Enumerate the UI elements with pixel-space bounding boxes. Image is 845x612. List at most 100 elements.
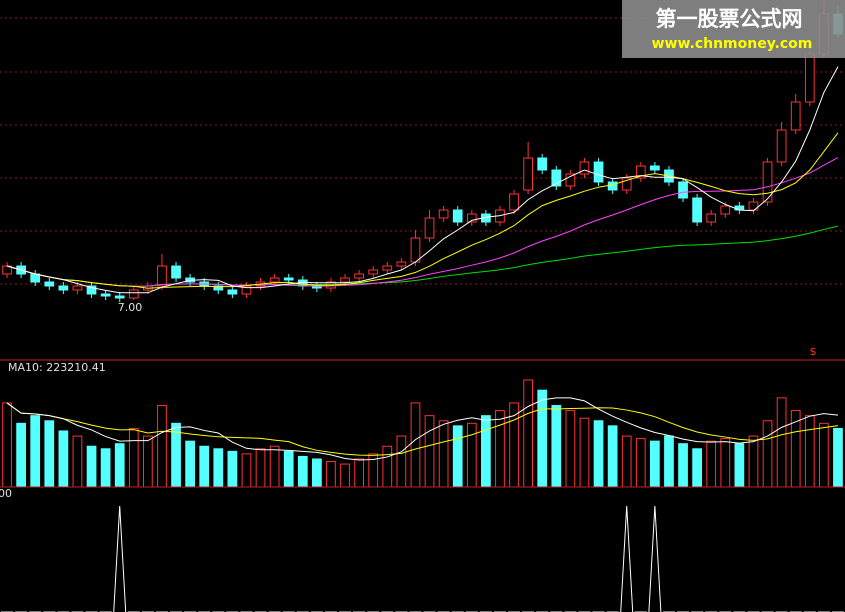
volume-bar (692, 448, 702, 488)
volume-ma10-line (6, 402, 839, 456)
ma5-line (6, 66, 839, 294)
candle-body (706, 213, 717, 223)
candle-body (762, 161, 773, 203)
volume-bar (44, 420, 55, 488)
volume-bar (410, 402, 421, 488)
watermark-title: 第一股票公式网 (656, 7, 803, 31)
volume-bar (706, 440, 717, 488)
candle-body (790, 101, 801, 131)
watermark-box (622, 0, 845, 58)
candle-body (269, 277, 280, 283)
candle-body (804, 53, 815, 103)
volume-bar (100, 448, 111, 488)
low-price-label: 7.00 (118, 301, 143, 314)
candle-body (650, 165, 660, 171)
volume-bar (16, 422, 26, 488)
volume-bar (199, 445, 210, 488)
candle-body (748, 201, 759, 211)
candle-body (340, 277, 350, 283)
candle-body (410, 237, 421, 263)
volume-bar (354, 458, 364, 488)
candle-body (720, 205, 731, 215)
candle-body (579, 161, 590, 175)
volume-bar (650, 440, 660, 488)
volume-bar (213, 448, 224, 488)
candle-body (100, 293, 111, 297)
volume-bar (607, 425, 618, 488)
candle-body (734, 205, 745, 211)
candle-body (635, 165, 646, 179)
candle-body (86, 285, 97, 295)
volume-bar (72, 435, 83, 488)
candle-body (44, 281, 55, 287)
volume-bar (396, 435, 407, 488)
volume-ma5-line (6, 397, 839, 461)
volume-bar (551, 404, 562, 488)
candle-body (283, 277, 294, 281)
candle-body (30, 273, 41, 283)
volume-bar (157, 404, 167, 488)
signal-spike (620, 505, 634, 612)
volume-bar (664, 435, 674, 488)
volume-bar (128, 427, 139, 488)
candle-body (692, 197, 702, 223)
signal-spike (113, 505, 127, 612)
candle-body (227, 289, 238, 295)
volume-bar (804, 415, 815, 488)
volume-bar (2, 402, 12, 488)
candle-body (354, 273, 364, 279)
candle-body (171, 265, 181, 279)
volume-bar (143, 435, 153, 488)
volume-bar (86, 445, 97, 488)
volume-bar (283, 450, 294, 488)
volume-bar (227, 450, 238, 488)
volume-bar (297, 455, 308, 488)
candle-body (213, 285, 224, 291)
volume-bar (635, 438, 646, 488)
candle-body (424, 217, 435, 239)
candle-body (438, 209, 449, 219)
volume-bar (621, 435, 632, 488)
volume-bar (340, 463, 350, 488)
candle-body (452, 209, 463, 223)
volume-bar (720, 438, 731, 488)
volume-bar (452, 425, 463, 488)
volume-bar (523, 379, 533, 488)
volume-bar (241, 453, 252, 488)
candle-body (678, 181, 688, 199)
candle-body (72, 285, 83, 291)
volume-bar (593, 420, 604, 488)
candle-body (565, 173, 576, 187)
candle-body (466, 213, 477, 223)
volume-bar (466, 422, 477, 488)
volume-bar (58, 430, 69, 488)
watermark-url: www.chnmoney.com (652, 36, 813, 52)
candle-body (509, 193, 519, 211)
candle-body (551, 169, 562, 187)
volume-bar (438, 420, 449, 488)
volume-bar (114, 443, 125, 488)
volume-bar (776, 397, 787, 488)
volume-bar (537, 389, 548, 488)
candle-body (607, 181, 618, 191)
volume-bar (819, 422, 829, 488)
signal-marker: $ (810, 345, 817, 358)
volume-bar (185, 440, 195, 488)
volume-ma-label: MA10: 223210.41 (8, 361, 106, 374)
candle-body (537, 157, 548, 171)
candle-body (128, 289, 139, 299)
candle-body (776, 129, 787, 163)
volume-bar (748, 435, 759, 488)
volume-bar (833, 427, 843, 488)
signal-spike (648, 505, 662, 612)
volume-bar (678, 443, 688, 488)
volume-bar (495, 410, 505, 488)
volume-bar (579, 417, 590, 488)
volume-bar (734, 443, 745, 488)
candle-body (58, 285, 69, 291)
candle-body (382, 265, 393, 271)
volume-bar (326, 461, 336, 488)
candle-body (368, 269, 379, 275)
